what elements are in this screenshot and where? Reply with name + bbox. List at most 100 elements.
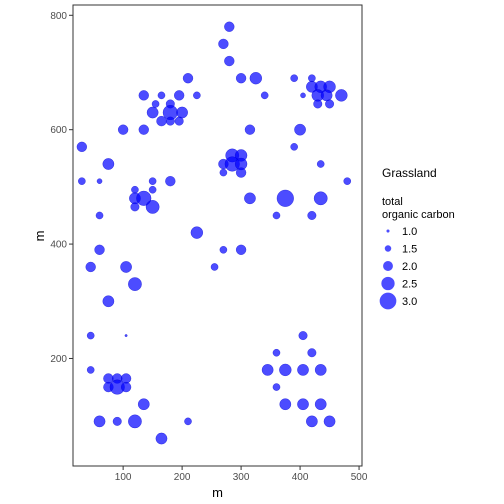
data-point	[249, 72, 263, 85]
legend-title-line-1: total	[382, 196, 403, 208]
legend-key-label: 2.0	[402, 261, 417, 273]
y-tick-label: 800	[50, 11, 67, 22]
data-point	[120, 261, 132, 273]
data-point	[219, 245, 228, 254]
data-point	[165, 116, 175, 126]
data-point	[235, 167, 247, 178]
legend-title-line-2: organic carbon	[382, 209, 455, 221]
data-point	[128, 277, 142, 292]
legend-subtitle: Grassland	[382, 166, 437, 180]
data-point	[182, 73, 194, 84]
data-point	[305, 415, 318, 428]
y-tick-label: 200	[50, 354, 67, 365]
legend-key-label: 3.0	[402, 296, 417, 308]
x-tick-label: 200	[174, 472, 191, 483]
y-tick-label: 600	[50, 125, 67, 136]
data-point	[138, 90, 149, 101]
data-point	[173, 90, 185, 101]
data-point	[94, 244, 105, 255]
data-point	[298, 331, 308, 341]
y-tick-label: 400	[50, 240, 67, 251]
data-point	[138, 124, 149, 135]
data-point	[120, 381, 132, 393]
data-point	[276, 189, 294, 207]
data-point	[235, 244, 247, 255]
data-point	[244, 124, 256, 135]
data-point	[261, 364, 274, 376]
x-tick-label: 300	[233, 472, 250, 483]
legend-key-label: 1.5	[402, 244, 417, 256]
data-point	[102, 158, 115, 170]
data-point	[307, 348, 317, 358]
data-point	[76, 141, 88, 153]
data-point	[272, 211, 281, 220]
data-point	[313, 99, 323, 109]
y-axis-title: m	[32, 231, 47, 242]
data-point	[176, 106, 188, 119]
data-point	[131, 185, 139, 194]
data-point	[314, 398, 327, 411]
data-point	[174, 116, 184, 126]
data-point	[235, 73, 247, 84]
data-point	[130, 202, 140, 212]
data-point	[155, 432, 168, 445]
y-axis: 200 400 600 800	[50, 11, 73, 365]
data-point	[244, 192, 256, 205]
legend-key-label: 1.0	[402, 226, 417, 238]
data-point	[156, 115, 167, 127]
data-point	[300, 92, 306, 99]
x-tick-label: 400	[292, 472, 309, 483]
data-point	[218, 38, 229, 50]
data-point	[148, 185, 157, 194]
data-point	[313, 191, 328, 206]
data-point	[279, 363, 292, 377]
data-point	[219, 168, 228, 177]
data-point	[297, 364, 309, 376]
data-point	[85, 261, 96, 273]
data-point	[335, 89, 348, 102]
data-point	[279, 398, 292, 411]
x-axis: 100 200 300 400 500	[115, 466, 368, 483]
data-point	[146, 106, 159, 119]
data-point	[184, 417, 192, 426]
x-tick-label: 500	[351, 472, 368, 483]
x-tick-label: 100	[115, 472, 132, 483]
legend-key-symbol	[384, 245, 392, 252]
data-point	[157, 91, 166, 100]
data-point	[314, 364, 327, 376]
legend-key-symbol	[379, 292, 397, 310]
data-point	[145, 200, 160, 214]
data-point	[86, 366, 95, 374]
data-point	[124, 334, 128, 338]
data-point	[151, 100, 160, 108]
data-point	[137, 398, 150, 411]
data-point	[86, 331, 95, 340]
legend-key-label: 2.5	[402, 279, 417, 291]
legend-key-symbol	[381, 276, 395, 291]
data-point	[320, 89, 333, 102]
data-point	[294, 123, 306, 136]
data-points	[76, 21, 352, 445]
data-point	[297, 398, 309, 411]
data-point	[260, 91, 269, 100]
data-point	[323, 415, 336, 428]
data-point	[325, 99, 335, 109]
legend-key-symbol	[383, 261, 393, 271]
x-axis-title: m	[212, 485, 223, 500]
data-point	[272, 348, 281, 357]
data-point	[117, 124, 129, 135]
data-point	[102, 295, 115, 308]
data-point	[290, 143, 299, 151]
data-point	[290, 74, 299, 83]
data-point	[128, 414, 142, 429]
plot-panel	[72, 4, 363, 467]
legend: Grassland total organic carbon 1.0 1.5 2.0…	[379, 166, 455, 310]
data-point	[78, 177, 86, 185]
data-point	[193, 91, 201, 100]
data-point	[224, 55, 235, 67]
data-point	[136, 190, 152, 206]
data-point	[96, 178, 103, 184]
legend-key-symbol	[386, 229, 390, 233]
data-point	[343, 177, 352, 185]
